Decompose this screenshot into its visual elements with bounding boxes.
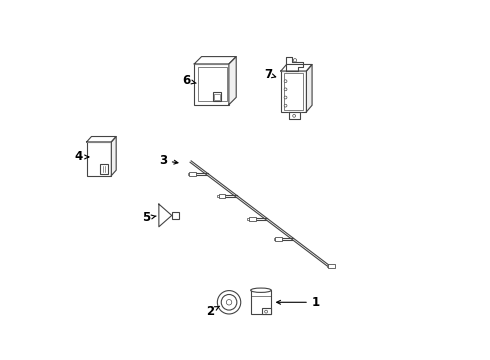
Circle shape xyxy=(284,88,287,91)
Polygon shape xyxy=(289,112,299,119)
Bar xyxy=(262,307,271,314)
Polygon shape xyxy=(87,136,116,142)
Polygon shape xyxy=(194,57,236,64)
Bar xyxy=(247,218,249,220)
Circle shape xyxy=(218,291,241,314)
Polygon shape xyxy=(229,57,236,105)
Text: 6: 6 xyxy=(182,74,196,87)
Circle shape xyxy=(221,294,237,310)
Bar xyxy=(100,165,108,174)
Bar xyxy=(249,217,256,221)
Bar xyxy=(284,73,303,109)
Circle shape xyxy=(284,80,287,82)
Bar xyxy=(274,238,275,240)
Bar xyxy=(198,67,227,102)
Bar xyxy=(281,71,306,112)
Bar xyxy=(275,237,282,241)
Text: 4: 4 xyxy=(74,150,89,163)
Text: 1: 1 xyxy=(277,296,320,309)
Polygon shape xyxy=(281,64,312,71)
Bar xyxy=(87,142,111,176)
Bar xyxy=(194,64,229,105)
Bar xyxy=(251,290,271,314)
Bar xyxy=(190,172,196,176)
Bar xyxy=(188,173,190,175)
Bar xyxy=(172,212,179,219)
Circle shape xyxy=(284,96,287,99)
Text: 5: 5 xyxy=(142,211,156,224)
Text: 7: 7 xyxy=(264,68,276,81)
Polygon shape xyxy=(111,136,116,176)
Text: 2: 2 xyxy=(206,305,220,318)
Bar xyxy=(213,93,221,102)
Polygon shape xyxy=(159,204,172,227)
Bar xyxy=(327,265,328,267)
Circle shape xyxy=(226,300,232,305)
Polygon shape xyxy=(286,57,303,71)
Polygon shape xyxy=(306,64,312,112)
Bar xyxy=(215,94,220,100)
Circle shape xyxy=(265,310,268,313)
Ellipse shape xyxy=(251,288,271,292)
Text: 3: 3 xyxy=(159,154,178,167)
Circle shape xyxy=(284,104,287,107)
Circle shape xyxy=(294,59,296,62)
Bar xyxy=(219,194,225,198)
Circle shape xyxy=(293,114,295,117)
Bar xyxy=(217,195,219,197)
Bar xyxy=(328,264,335,268)
